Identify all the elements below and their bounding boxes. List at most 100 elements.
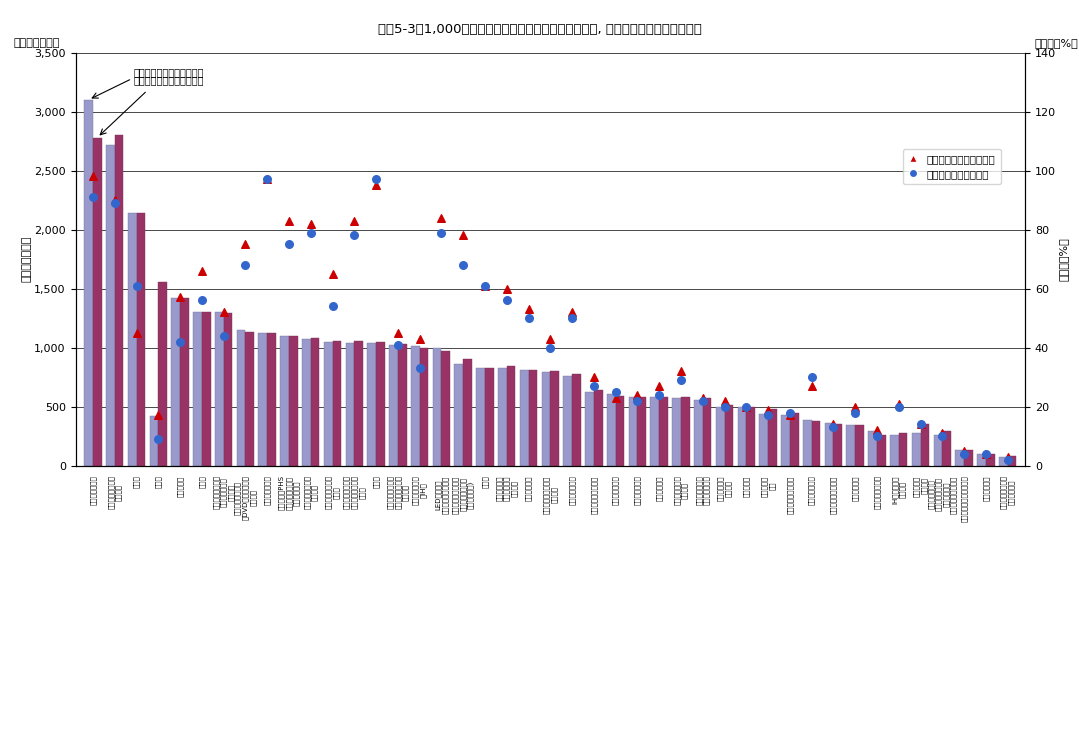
Bar	[964, 451, 973, 466]
Bar	[768, 409, 777, 466]
Point	[411, 333, 428, 345]
Bar	[563, 376, 572, 466]
Point	[106, 194, 123, 206]
Bar	[846, 426, 856, 466]
Point	[651, 389, 668, 401]
Bar	[193, 312, 202, 466]
Bar	[912, 433, 920, 466]
Point	[694, 392, 711, 404]
Bar	[877, 435, 886, 466]
Point	[281, 238, 298, 250]
Text: 普及率（%）: 普及率（%）	[1035, 38, 1078, 48]
Bar	[367, 343, 377, 466]
Point	[869, 424, 886, 436]
Y-axis label: 所有数量（台）: 所有数量（台）	[22, 236, 31, 282]
Point	[803, 380, 820, 392]
Point	[585, 380, 602, 392]
Bar	[520, 370, 529, 466]
Bar	[606, 394, 616, 466]
Point	[672, 374, 689, 386]
Point	[607, 386, 625, 398]
Bar	[433, 348, 441, 466]
Bar	[869, 431, 877, 466]
Point	[738, 400, 755, 412]
Bar	[324, 342, 332, 466]
Bar	[638, 397, 646, 466]
Bar	[681, 397, 689, 466]
Bar	[420, 348, 428, 466]
Bar	[933, 435, 942, 466]
Point	[215, 330, 232, 342]
Point	[781, 409, 798, 421]
Bar	[302, 339, 311, 466]
Point	[824, 421, 842, 433]
Point	[128, 327, 146, 339]
Bar	[289, 336, 298, 466]
Bar	[942, 431, 951, 466]
Point	[847, 400, 864, 412]
Point	[411, 362, 428, 374]
Bar	[454, 364, 463, 466]
Bar	[159, 282, 167, 466]
Point	[150, 433, 167, 445]
Point	[172, 336, 189, 348]
Point	[281, 215, 298, 227]
Y-axis label: 普及率（%）: 普及率（%）	[1058, 237, 1068, 281]
Bar	[259, 333, 268, 466]
Point	[454, 259, 472, 271]
Bar	[281, 336, 289, 466]
Bar	[106, 145, 114, 466]
Bar	[760, 414, 768, 466]
Point	[999, 454, 1016, 466]
Point	[368, 179, 385, 192]
Bar	[672, 398, 681, 466]
Bar	[463, 360, 472, 466]
Point	[433, 227, 450, 239]
Bar	[223, 313, 232, 466]
Bar	[694, 400, 702, 466]
Bar	[781, 415, 790, 466]
Bar	[236, 330, 245, 466]
Point	[498, 282, 516, 294]
Point	[715, 400, 733, 412]
Bar	[593, 390, 602, 466]
Bar	[345, 343, 354, 466]
Bar	[824, 423, 833, 466]
Point	[999, 451, 1016, 463]
Bar	[441, 351, 450, 466]
Bar	[724, 406, 734, 466]
Point	[345, 215, 363, 227]
Point	[542, 333, 559, 345]
Point	[302, 227, 319, 239]
Point	[760, 409, 777, 421]
Point	[215, 306, 232, 318]
Bar	[507, 366, 516, 466]
Point	[193, 265, 210, 277]
Bar	[651, 397, 659, 466]
Point	[629, 395, 646, 407]
Point	[672, 365, 689, 377]
Point	[128, 279, 146, 291]
Bar	[202, 312, 210, 466]
Point	[106, 197, 123, 209]
Point	[651, 380, 668, 392]
Bar	[790, 413, 798, 466]
Bar	[811, 421, 820, 466]
Point	[302, 218, 319, 230]
Bar	[629, 397, 638, 466]
Point	[607, 392, 625, 404]
Point	[738, 400, 755, 412]
Point	[454, 230, 472, 242]
Point	[476, 279, 493, 291]
Bar	[390, 345, 398, 466]
Bar	[93, 137, 101, 466]
Point	[824, 418, 842, 430]
Bar	[715, 406, 724, 466]
Bar	[585, 393, 593, 466]
Point	[890, 400, 907, 412]
Point	[933, 427, 951, 439]
Point	[476, 279, 493, 291]
Bar	[150, 416, 159, 466]
Point	[324, 300, 341, 312]
Point	[259, 173, 276, 185]
